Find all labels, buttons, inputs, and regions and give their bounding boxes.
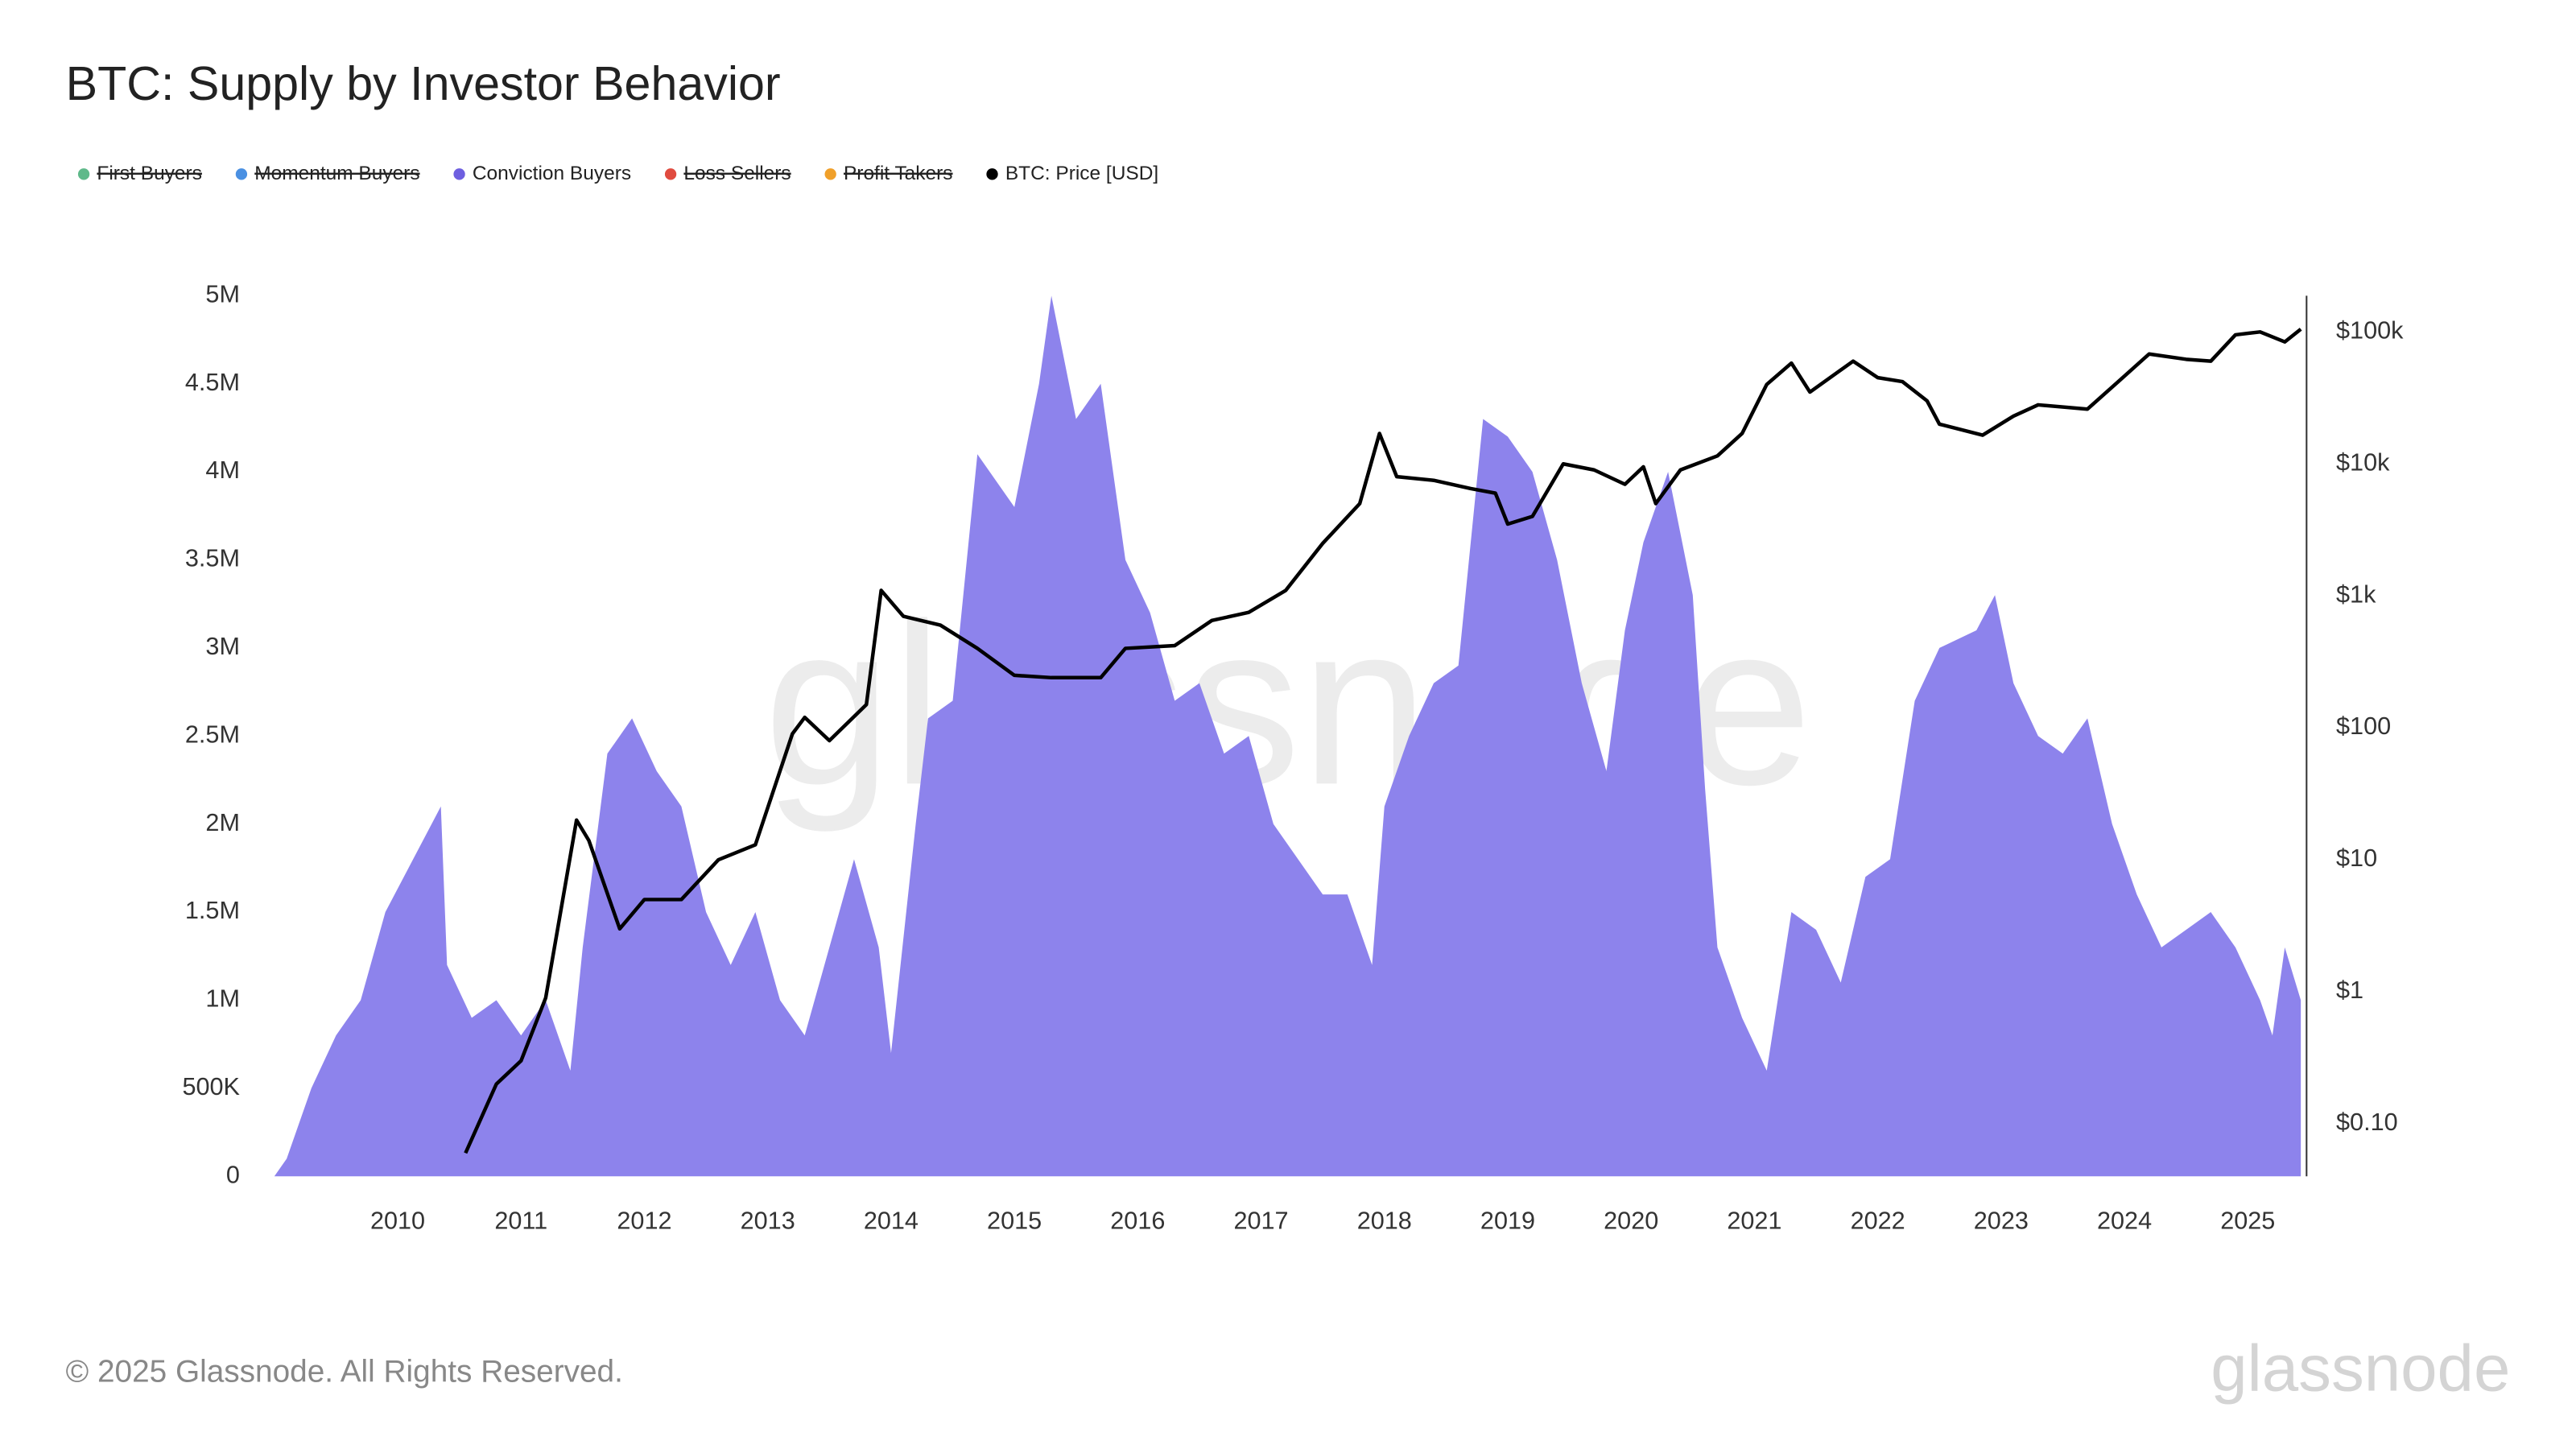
legend-marker (986, 168, 998, 180)
x-tick-label: 2011 (494, 1207, 547, 1234)
legend-marker (453, 168, 465, 180)
y-tick-label: 1.5M (185, 897, 240, 924)
y-tick-label: 0 (226, 1161, 240, 1188)
x-tick-label: 2013 (741, 1207, 795, 1234)
y2-tick-label: $10k (2336, 448, 2390, 476)
x-tick-label: 2018 (1357, 1207, 1412, 1234)
legend-marker (235, 168, 248, 180)
y2-tick-label: $0.10 (2336, 1108, 2398, 1136)
x-tick-label: 2025 (2220, 1207, 2275, 1234)
x-tick-label: 2021 (1727, 1207, 1781, 1234)
x-tick-label: 2024 (2097, 1207, 2152, 1234)
area (274, 295, 2301, 1177)
x-tick-label: 2023 (1974, 1207, 2029, 1234)
x-tick-label: 2015 (987, 1207, 1042, 1234)
y-tick-label: 2.5M (185, 720, 240, 748)
legend-label: BTC: Price [USD] (1005, 163, 1158, 184)
footer: © 2025 Glassnode. All Rights Reserved. (66, 1354, 623, 1389)
legend-label: Conviction Buyers (473, 163, 631, 184)
logo: glassnode (2211, 1332, 2510, 1406)
y-tick-label: 5M (205, 280, 240, 308)
legend-label: Momentum Buyers (254, 163, 419, 184)
y-tick-label: 4M (205, 456, 240, 484)
y2-tick-label: $1k (2336, 580, 2376, 608)
x-tick-label: 2014 (864, 1207, 919, 1234)
y2-tick-label: $1 (2336, 976, 2363, 1004)
x-tick-label: 2010 (370, 1207, 425, 1234)
y-tick-label: 2M (205, 809, 240, 836)
price-line (464, 328, 2302, 1154)
x-tick-label: 2012 (617, 1207, 671, 1234)
legend-marker (664, 168, 677, 180)
x-tick-label: 2016 (1110, 1207, 1165, 1234)
y-tick-label: 1M (205, 985, 240, 1013)
x-tick-label: 2022 (1851, 1207, 1905, 1234)
y-tick-label: 3.5M (185, 545, 240, 572)
chart-title: BTC: Supply by Investor Behavior (66, 56, 781, 110)
x-tick-label: 2019 (1480, 1207, 1535, 1234)
y-tick-label: 4.5M (185, 369, 240, 396)
x-tick-label: 2020 (1604, 1207, 1658, 1234)
legend-label: First Buyers (97, 163, 202, 184)
y2-tick-label: $100 (2336, 712, 2391, 740)
legend-marker (77, 168, 90, 180)
y2-tick-label: $100k (2336, 316, 2404, 344)
legend-marker (824, 168, 836, 180)
x-tick-label: 2017 (1233, 1207, 1288, 1234)
legend-label: Profit Takers (844, 163, 953, 184)
legend-label: Loss Sellers (683, 163, 791, 184)
y-tick-label: 500K (182, 1073, 240, 1100)
y-tick-label: 3M (205, 633, 240, 660)
y2-tick-label: $10 (2336, 844, 2377, 872)
